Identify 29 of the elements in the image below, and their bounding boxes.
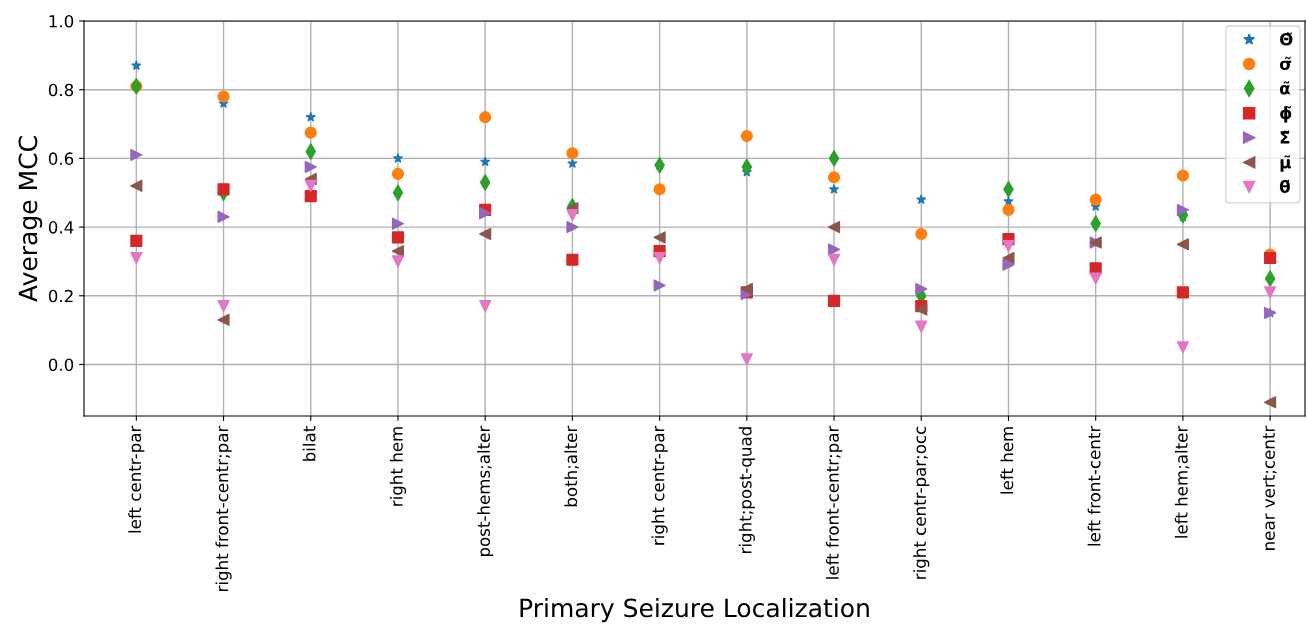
x-tick-label: post-hems;alter bbox=[477, 425, 494, 557]
y-tick-label: 0.8 bbox=[48, 83, 74, 97]
x-tick-label: right;post-quad bbox=[738, 427, 755, 553]
x-tick-label: near vert;centr bbox=[1263, 425, 1277, 550]
y-tick-label: 0.6 bbox=[48, 152, 74, 165]
x-tick-label: right front-centr;par bbox=[215, 425, 232, 591]
legend-label: α̃ bbox=[1279, 81, 1290, 95]
legend-label: σ̃ bbox=[1279, 56, 1292, 71]
legend-label: Θ̃ bbox=[1279, 32, 1293, 46]
legend-label: Σ̃ bbox=[1280, 130, 1290, 144]
x-tick-label: left hem;alter bbox=[1174, 425, 1190, 538]
x-axis-title: Primary Seizure Localization bbox=[520, 598, 869, 623]
x-tick-label: right centr-par;occ bbox=[913, 426, 930, 579]
x-tick-label: left front-centr;par bbox=[825, 425, 843, 579]
y-axis-title: Average MCC bbox=[18, 136, 43, 302]
y-tick-label: 1.0 bbox=[49, 14, 74, 28]
y-tick-label: 0.4 bbox=[48, 221, 74, 234]
legend-label: θ̃ bbox=[1279, 179, 1290, 193]
x-tick-label: left front-centr bbox=[1087, 425, 1101, 546]
y-tick-label: 0.0 bbox=[48, 358, 74, 372]
x-tick-label: right hem bbox=[389, 427, 407, 506]
x-tick-label: both;alter bbox=[564, 425, 579, 507]
legend-label: ϕ̃ bbox=[1280, 106, 1292, 123]
x-tick-label: left centr-par bbox=[128, 425, 145, 533]
y-tick-label: 0.2 bbox=[48, 289, 73, 303]
x-tick-label: bilat bbox=[302, 426, 316, 461]
x-tick-label: right centr-par bbox=[651, 425, 668, 545]
x-tick-label: left hem bbox=[1000, 427, 1014, 494]
legend-label: μ̃ bbox=[1280, 155, 1291, 172]
